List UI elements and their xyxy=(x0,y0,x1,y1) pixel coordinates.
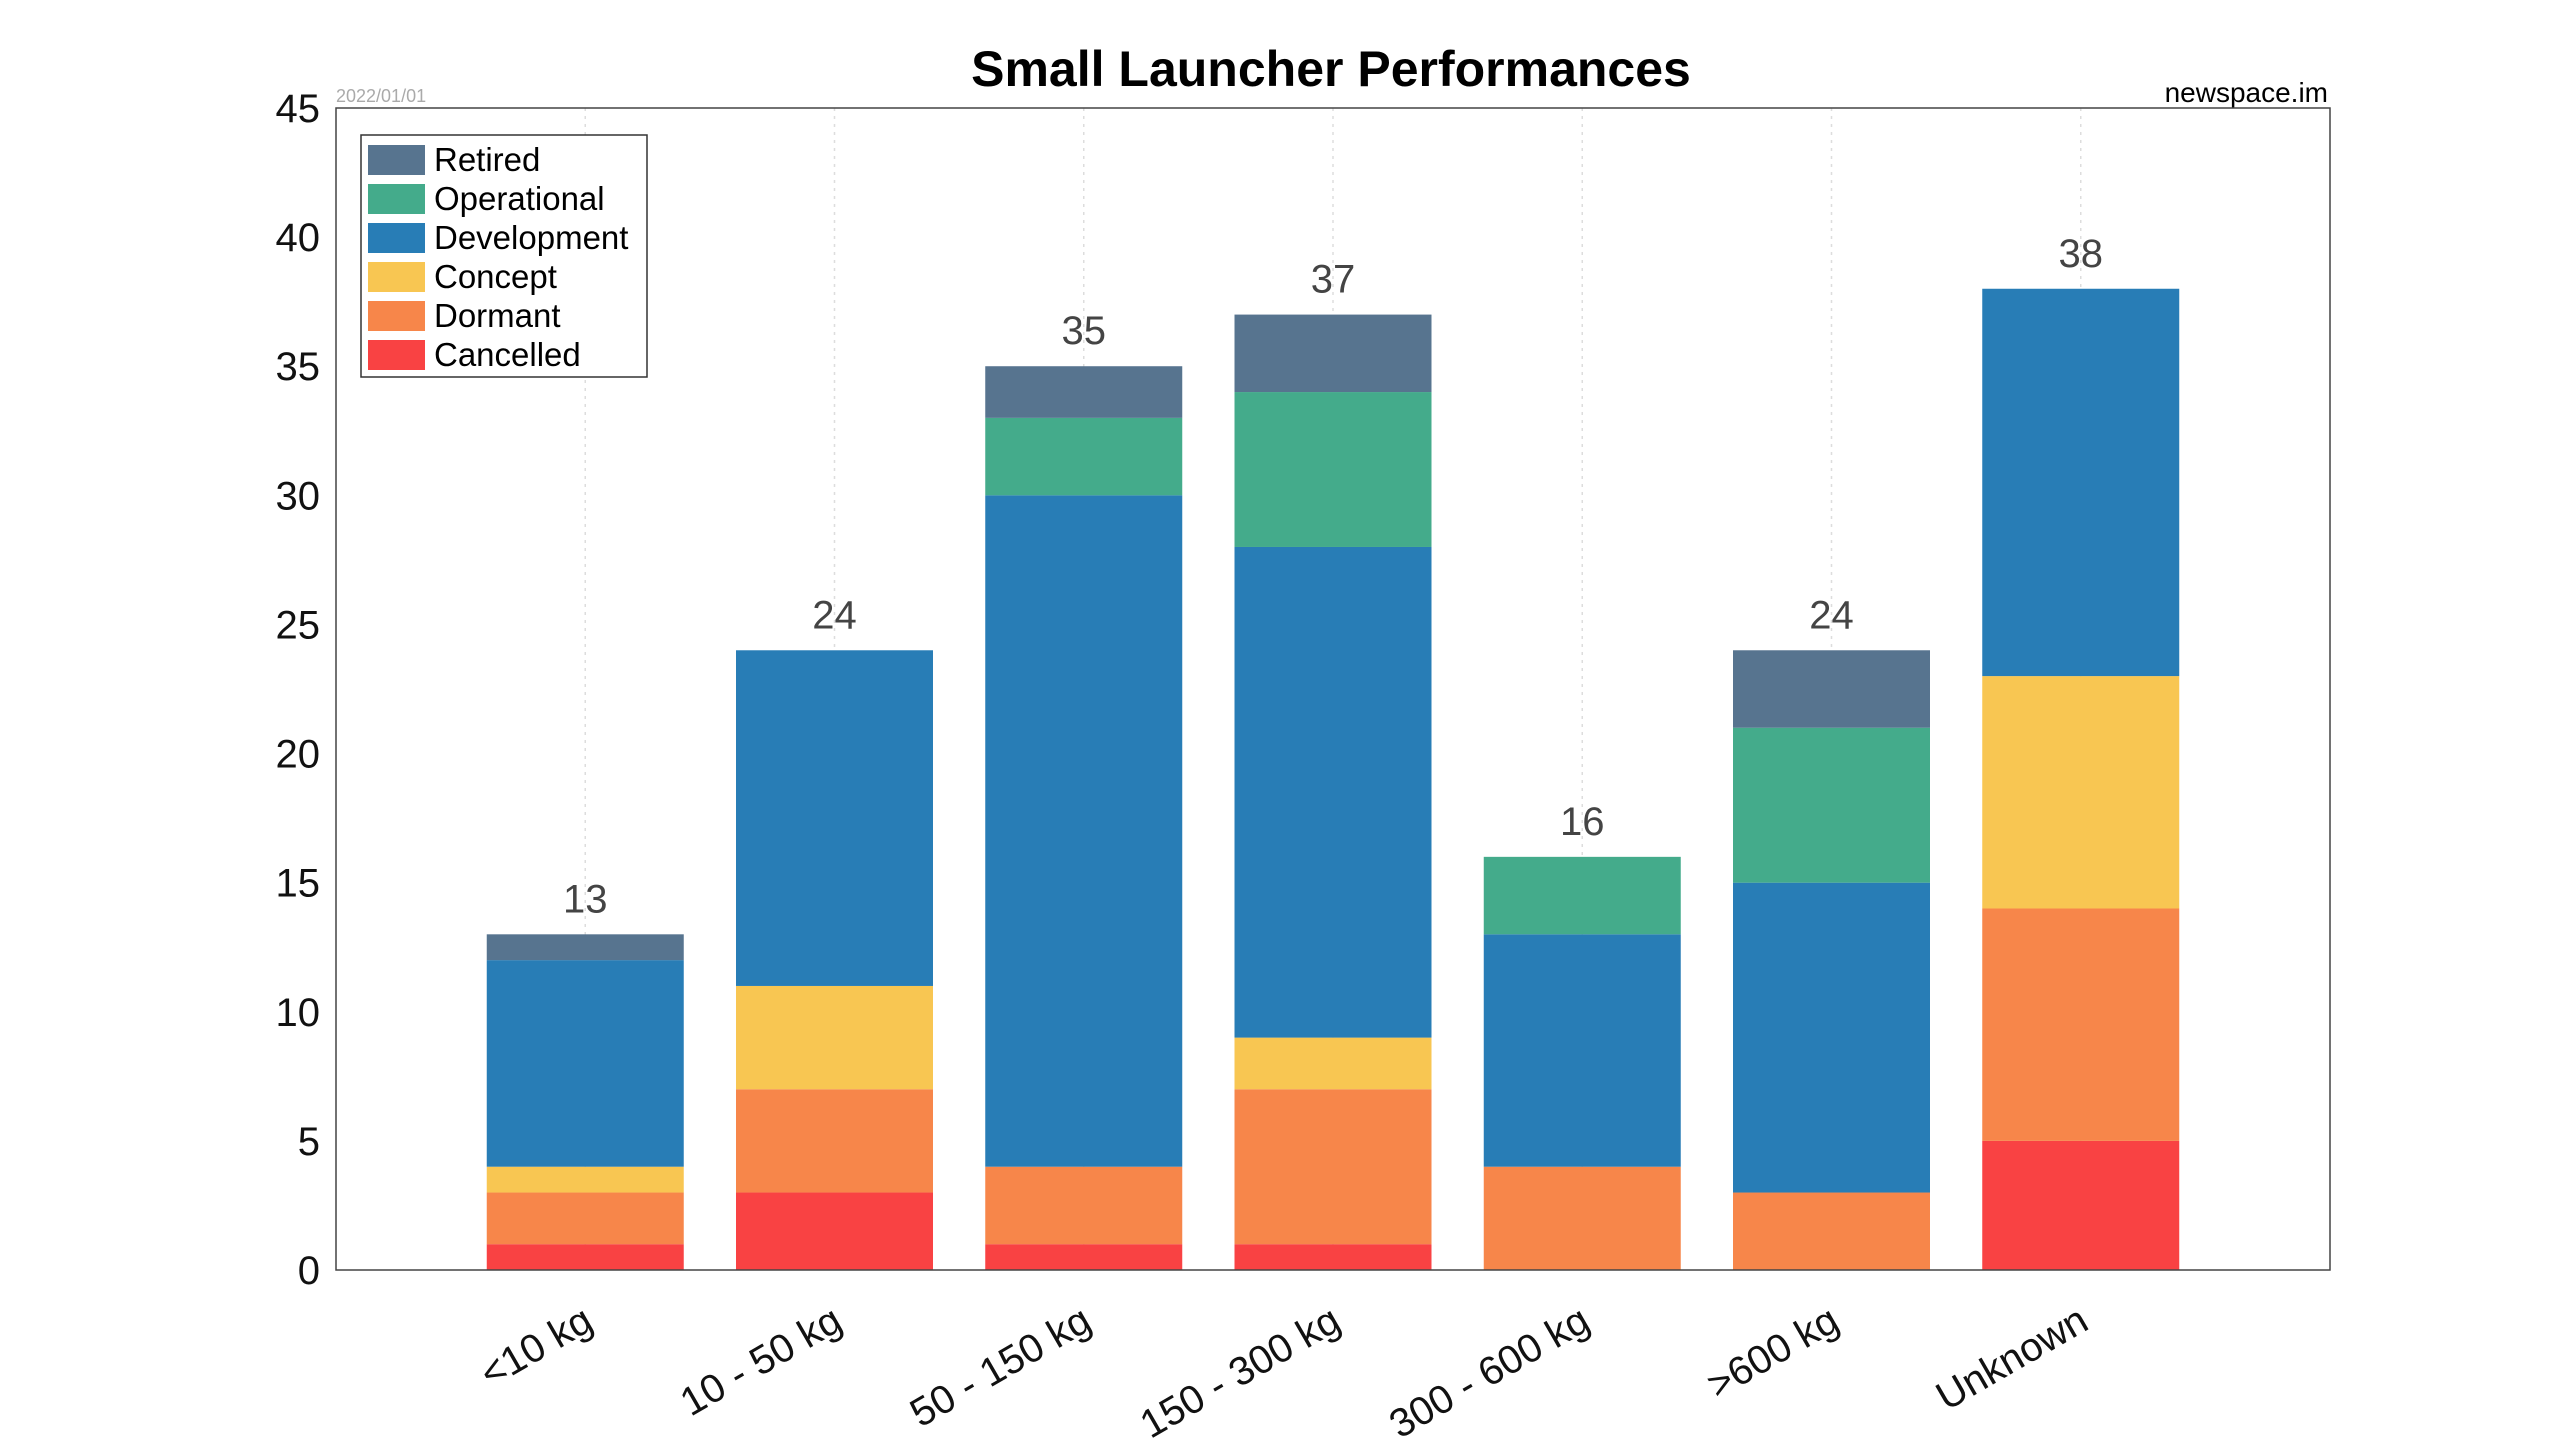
bar-segment-cancelled xyxy=(736,1192,933,1270)
bar-segment-dormant xyxy=(1234,1089,1432,1245)
bar-segment-development xyxy=(1483,934,1681,1167)
legend-label-dormant: Dormant xyxy=(434,297,561,334)
legend-label-concept: Concept xyxy=(434,258,557,295)
legend-swatch-development xyxy=(368,223,425,253)
bar-segment-development xyxy=(486,960,684,1167)
bar-segment-cancelled xyxy=(1234,1244,1432,1270)
legend-swatch-concept xyxy=(368,262,425,292)
bar-segment-dormant xyxy=(1483,1166,1681,1270)
bar-segment-development xyxy=(1234,546,1432,1038)
xtick-label: 50 - 150 kg xyxy=(903,1298,1098,1436)
total-label: 16 xyxy=(1560,800,1605,844)
ytick-label: 25 xyxy=(276,603,321,647)
bar-segment-development xyxy=(1733,882,1930,1193)
ytick-label: 0 xyxy=(298,1249,320,1293)
xtick-label: >600 kg xyxy=(1700,1298,1846,1408)
bar-segment-cancelled xyxy=(1982,1140,2180,1270)
bar-segment-retired xyxy=(1733,650,1930,728)
legend-label-operational: Operational xyxy=(434,180,605,217)
source-note: newspace.im xyxy=(2165,77,2328,108)
ytick-label: 30 xyxy=(276,474,321,518)
bar-segment-dormant xyxy=(1733,1192,1930,1270)
legend: Retired Operational Development Concept … xyxy=(360,134,648,378)
legend-swatch-dormant xyxy=(368,301,425,331)
ytick-label: 35 xyxy=(276,345,321,389)
bar-segment-retired xyxy=(486,934,684,961)
bar-segment-development xyxy=(1982,288,2180,677)
xtick-label: 150 - 300 kg xyxy=(1133,1298,1348,1440)
x-axis: <10 kg 10 - 50 kg 50 - 150 kg 150 - 300 kg 3… xyxy=(473,1298,2095,1440)
ytick-label: 45 xyxy=(276,87,321,131)
bar-segment-concept xyxy=(486,1166,684,1193)
bar-segment-dormant xyxy=(486,1192,684,1245)
chart-title: Small Launcher Performances xyxy=(971,41,1691,97)
date-note: 2022/01/01 xyxy=(336,86,426,106)
xtick-label: <10 kg xyxy=(473,1298,600,1397)
legend-swatch-operational xyxy=(368,184,425,214)
y-axis: 0 5 10 15 20 25 30 35 40 45 xyxy=(276,87,321,1293)
total-label: 24 xyxy=(812,593,857,637)
bar-segment-operational xyxy=(985,417,1183,496)
legend-swatch-retired xyxy=(368,145,425,175)
bar-segment-retired xyxy=(985,366,1183,418)
total-label: 13 xyxy=(563,877,608,921)
bar-segment-cancelled xyxy=(985,1244,1183,1270)
bars xyxy=(486,288,2180,1270)
bar-segment-concept xyxy=(736,985,933,1090)
legend-box xyxy=(360,134,648,378)
bar-segment-cancelled xyxy=(486,1244,684,1270)
legend-label-retired: Retired xyxy=(434,141,540,178)
bar-segment-dormant xyxy=(1982,908,2180,1141)
total-label: 37 xyxy=(1311,258,1356,302)
xtick-label: 10 - 50 kg xyxy=(673,1298,849,1425)
bar-segment-concept xyxy=(1982,676,2180,909)
totals: 13 24 35 37 16 24 38 xyxy=(563,232,2103,922)
bar-segment-development xyxy=(736,650,933,986)
bar-segment-concept xyxy=(1234,1037,1432,1090)
bar-segment-operational xyxy=(1234,392,1432,547)
bar-segment-retired xyxy=(1234,314,1432,393)
ytick-label: 40 xyxy=(276,216,321,260)
bar-segment-development xyxy=(985,495,1183,1167)
legend-label-cancelled: Cancelled xyxy=(434,336,581,373)
ytick-label: 10 xyxy=(276,991,321,1035)
total-label: 38 xyxy=(2059,232,2104,276)
total-label: 35 xyxy=(1062,309,1107,353)
bar-segment-dormant xyxy=(985,1166,1183,1245)
ytick-label: 15 xyxy=(276,862,321,906)
ytick-label: 5 xyxy=(298,1120,320,1164)
legend-swatch-cancelled xyxy=(368,340,425,370)
xtick-label: 300 - 600 kg xyxy=(1382,1298,1597,1440)
bar-segment-operational xyxy=(1483,856,1681,935)
total-label: 24 xyxy=(1809,593,1854,637)
ytick-label: 20 xyxy=(276,733,321,777)
bar-segment-dormant xyxy=(736,1089,933,1193)
legend-label-development: Development xyxy=(434,219,628,256)
bar-segment-operational xyxy=(1733,727,1930,883)
xtick-label: Unknown xyxy=(1929,1298,2095,1419)
plot-frame xyxy=(335,107,2331,1271)
